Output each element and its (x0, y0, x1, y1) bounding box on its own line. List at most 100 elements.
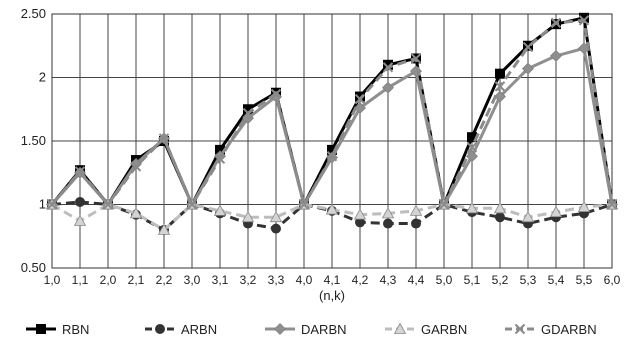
data-point-garbn (269, 210, 283, 223)
series-line-gdarbn (50, 18, 614, 206)
data-point-garbn (381, 207, 395, 219)
data-point-garbn (493, 201, 507, 214)
x-tick-label: 5,4 (548, 273, 565, 287)
x-tick-label: 5,2 (492, 273, 509, 287)
x-tick-label: 5,1 (464, 273, 481, 287)
data-point-gdarbn (410, 53, 422, 64)
x-tick-label: 1,1 (72, 273, 89, 287)
legend-marker-rbn (36, 324, 46, 334)
x-axis-label: (n,k) (319, 288, 345, 303)
data-point-darbn (354, 102, 366, 114)
x-tick-label: 2,1 (128, 273, 145, 287)
data-point-arbn (411, 218, 421, 229)
data-point-gdarbn (578, 15, 590, 26)
marker-stroke (102, 199, 114, 210)
data-point-darbn (382, 81, 394, 94)
data-point-gdarbn (214, 153, 226, 164)
data-point-darbn (522, 62, 534, 75)
legend-marker-arbn (155, 324, 165, 334)
marker-stroke (298, 199, 310, 210)
data-point-gdarbn (494, 81, 506, 92)
x-tick-label: 5,0 (436, 273, 453, 287)
marker-stroke (578, 15, 590, 26)
data-point-gdarbn (522, 41, 534, 53)
data-point-garbn (241, 210, 255, 223)
x-tick-label: 4,0 (296, 273, 313, 287)
x-tick-label: 4,2 (352, 273, 369, 287)
data-point-garbn (325, 203, 339, 215)
y-tick-label: 1 (39, 197, 46, 212)
data-point-gdarbn (382, 62, 394, 73)
marker-stroke (326, 151, 338, 162)
data-point-arbn (75, 196, 85, 207)
x-tick-label: 3,2 (240, 273, 257, 287)
legend-label-gdarbn: GDARBN (541, 322, 597, 337)
data-point-gdarbn (46, 199, 58, 210)
data-point-gdarbn (606, 199, 618, 210)
legend-label-darbn: DARBN (301, 322, 347, 337)
marker-stroke (382, 62, 394, 73)
data-point-arbn (271, 223, 281, 234)
series-group (45, 12, 619, 235)
data-point-gdarbn (550, 17, 562, 29)
data-point-gdarbn (130, 161, 142, 172)
marker-stroke (438, 199, 450, 210)
data-point-garbn (353, 208, 367, 220)
marker-stroke (74, 166, 86, 177)
y-tick-label: 2 (39, 70, 46, 85)
legend: RBN ARBN DARBN GARBN GDARBN (26, 322, 597, 337)
marker-stroke (514, 323, 526, 335)
data-point-gdarbn (102, 199, 114, 210)
marker-stroke (270, 88, 282, 100)
marker-stroke (158, 133, 170, 144)
x-tick-label: 4,4 (408, 273, 425, 287)
x-tick-label: 4,1 (324, 273, 341, 287)
x-axis: 1,0 1,1 2,0 2,1 2,2 3,0 3,1 3,2 3,3 4,0 4,1 4,2 4,3 4… (44, 273, 621, 287)
legend-marker-garbn (393, 322, 407, 334)
y-axis: 0.50 1 1.50 2 2.50 (21, 6, 46, 275)
legend-label-arbn: ARBN (181, 322, 217, 337)
data-point-rbn (495, 68, 505, 79)
data-point-gdarbn (270, 88, 282, 100)
legend-label-garbn: GARBN (421, 322, 467, 337)
marker-stroke (410, 53, 422, 64)
marker-stroke (46, 199, 58, 210)
data-point-darbn (494, 90, 506, 103)
data-point-garbn (465, 201, 479, 214)
marker-stroke (550, 17, 562, 29)
x-tick-label: 4,3 (380, 273, 397, 287)
legend-marker-gdarbn (514, 323, 526, 335)
marker-stroke (242, 107, 254, 119)
x-tick-label: 1,0 (44, 273, 61, 287)
marker-stroke (494, 81, 506, 92)
x-tick-label: 6,0 (604, 273, 621, 287)
grid (51, 13, 613, 269)
data-point-garbn (549, 205, 563, 218)
y-tick-label: 0.50 (21, 260, 46, 275)
data-point-gdarbn (354, 93, 366, 105)
data-point-gdarbn (74, 166, 86, 177)
legend-label-rbn: RBN (62, 322, 89, 337)
data-point-garbn (577, 200, 591, 212)
series-garbn (45, 198, 619, 235)
x-tick-label: 3,3 (268, 273, 285, 287)
y-tick-label: 1.50 (21, 133, 46, 148)
data-point-garbn (213, 204, 227, 216)
legend-item-arbn: ARBN (145, 322, 217, 337)
marker-stroke (214, 153, 226, 164)
x-tick-label: 2,0 (100, 273, 117, 287)
x-tick-label: 5,3 (520, 273, 537, 287)
marker-stroke (186, 199, 198, 210)
data-point-arbn (383, 218, 393, 229)
data-point-garbn (409, 204, 423, 216)
legend-item-garbn: GARBN (385, 322, 467, 337)
marker-stroke (522, 41, 534, 53)
marker-stroke (466, 142, 478, 153)
legend-item-rbn: RBN (26, 322, 89, 337)
plot-frame (51, 13, 613, 269)
x-tick-label: 3,1 (212, 273, 229, 287)
legend-item-gdarbn: GDARBN (505, 322, 597, 337)
marker-stroke (130, 161, 142, 172)
data-point-gdarbn (186, 199, 198, 210)
